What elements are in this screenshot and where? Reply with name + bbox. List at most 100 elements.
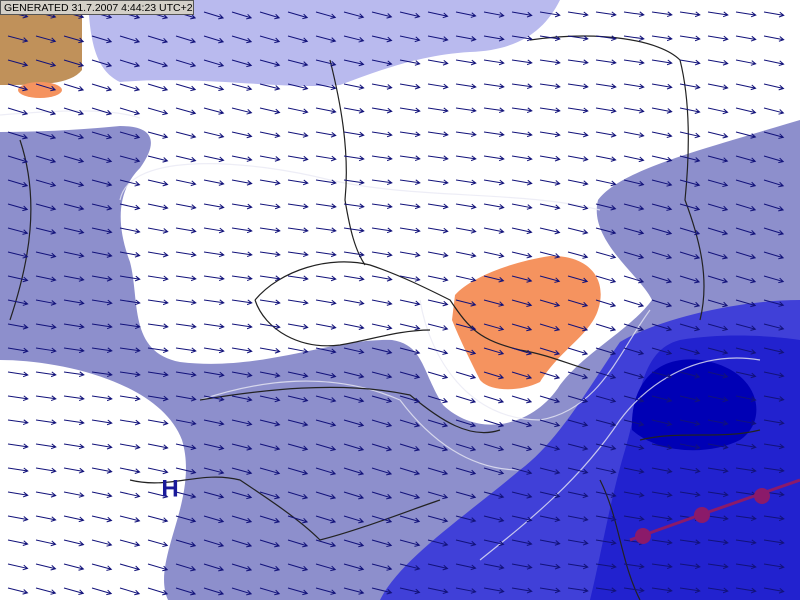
- wind-arrow: [203, 299, 225, 306]
- wind-arrow: [511, 323, 533, 332]
- wind-arrow: [259, 299, 281, 306]
- wind-arrow: [231, 539, 253, 548]
- wind-arrow: [455, 419, 477, 428]
- wind-arrow: [567, 59, 589, 66]
- wind-arrow: [259, 11, 281, 20]
- wind-arrow: [343, 443, 365, 452]
- wind-arrow: [63, 323, 85, 330]
- wind-arrow: [679, 347, 701, 355]
- wind-arrow: [371, 155, 393, 162]
- wind-arrow: [147, 83, 169, 92]
- wind-arrow: [175, 299, 197, 306]
- wind-arrow: [371, 299, 393, 306]
- wind-arrow: [119, 467, 141, 474]
- wind-arrow: [651, 371, 673, 379]
- wind-arrow: [427, 203, 449, 210]
- border-line: [199, 386, 501, 434]
- wind-arrow: [231, 347, 253, 354]
- wind-arrow: [371, 443, 393, 452]
- wind-arrow: [287, 275, 309, 282]
- wind-arrow: [7, 467, 29, 474]
- wind-arrow: [763, 275, 785, 284]
- wind-arrow: [679, 539, 701, 546]
- wind-arrow: [595, 155, 617, 162]
- wind-arrow: [147, 395, 169, 402]
- wind-arrow: [399, 467, 421, 476]
- front-symbol: [754, 488, 770, 504]
- wind-arrow: [595, 395, 617, 404]
- wind-arrow: [343, 179, 365, 186]
- wind-arrow: [147, 131, 169, 139]
- wind-arrow: [679, 563, 701, 570]
- wind-arrow: [539, 395, 561, 404]
- wind-arrow: [203, 35, 225, 44]
- wind-arrow: [147, 323, 169, 330]
- wind-arrow: [679, 35, 701, 42]
- wind-arrow: [231, 371, 253, 378]
- wind-arrow: [287, 11, 309, 20]
- wind-arrow: [175, 539, 197, 548]
- wind-arrow: [539, 323, 561, 332]
- wind-arrow: [679, 155, 701, 163]
- wind-arrow: [315, 347, 337, 355]
- wind-arrow: [567, 11, 589, 18]
- wind-arrow: [427, 491, 449, 500]
- wind-arrow: [427, 443, 449, 452]
- wind-arrow: [623, 587, 645, 594]
- wind-arrow: [203, 155, 225, 163]
- wind-arrow: [707, 371, 729, 379]
- wind-arrow: [595, 35, 617, 42]
- wind-arrow: [175, 467, 197, 475]
- wind-arrow: [567, 155, 589, 162]
- wind-arrow: [231, 11, 253, 20]
- wind-arrow: [595, 107, 617, 114]
- wind-arrow: [651, 395, 673, 403]
- wind-arrow: [63, 227, 85, 235]
- wind-arrow: [119, 299, 141, 306]
- wind-arrow: [203, 347, 225, 354]
- wind-arrow: [511, 227, 533, 235]
- wind-arrow: [119, 515, 141, 523]
- wind-arrow: [315, 563, 337, 572]
- wind-arrow: [63, 35, 85, 44]
- wind-arrow: [623, 11, 645, 18]
- wind-arrow: [511, 11, 533, 18]
- wind-arrow: [63, 275, 85, 282]
- wind-arrow: [231, 419, 253, 427]
- wind-arrow: [483, 443, 505, 452]
- wind-arrow: [63, 131, 85, 140]
- header-box: [0, 0, 194, 15]
- wind-arrow: [91, 155, 113, 164]
- wind-arrow: [567, 35, 589, 42]
- wind-arrow: [427, 155, 449, 162]
- wind-arrow: [35, 515, 57, 522]
- wind-arrow: [231, 131, 253, 139]
- wind-arrow: [595, 347, 617, 356]
- wind-arrow: [119, 251, 141, 258]
- wind-arrow: [203, 83, 225, 92]
- wind-arrow: [483, 179, 505, 186]
- wind-arrow: [651, 539, 673, 546]
- wind-arrow: [7, 59, 29, 68]
- wind-arrow: [511, 107, 533, 114]
- wind-arrow: [259, 587, 281, 596]
- wind-arrow: [763, 179, 785, 188]
- wind-arrow: [623, 299, 645, 308]
- wind-arrow: [735, 131, 757, 139]
- wind-arrow: [539, 83, 561, 90]
- wind-arrow: [707, 275, 729, 284]
- wind-arrow: [231, 563, 253, 572]
- wind-arrow: [511, 491, 533, 499]
- wind-arrow: [707, 323, 729, 332]
- wind-arrow: [231, 179, 253, 186]
- wind-arrow: [231, 227, 253, 234]
- wind-arrow: [763, 587, 785, 594]
- wind-arrow: [315, 155, 337, 162]
- wind-arrow: [679, 107, 701, 114]
- wind-arrow: [679, 323, 701, 332]
- wind-arrow: [343, 275, 365, 282]
- wind-arrow: [735, 323, 757, 331]
- front-symbol: [694, 507, 710, 523]
- calm-zone: [0, 360, 186, 600]
- wind-arrow: [35, 467, 57, 474]
